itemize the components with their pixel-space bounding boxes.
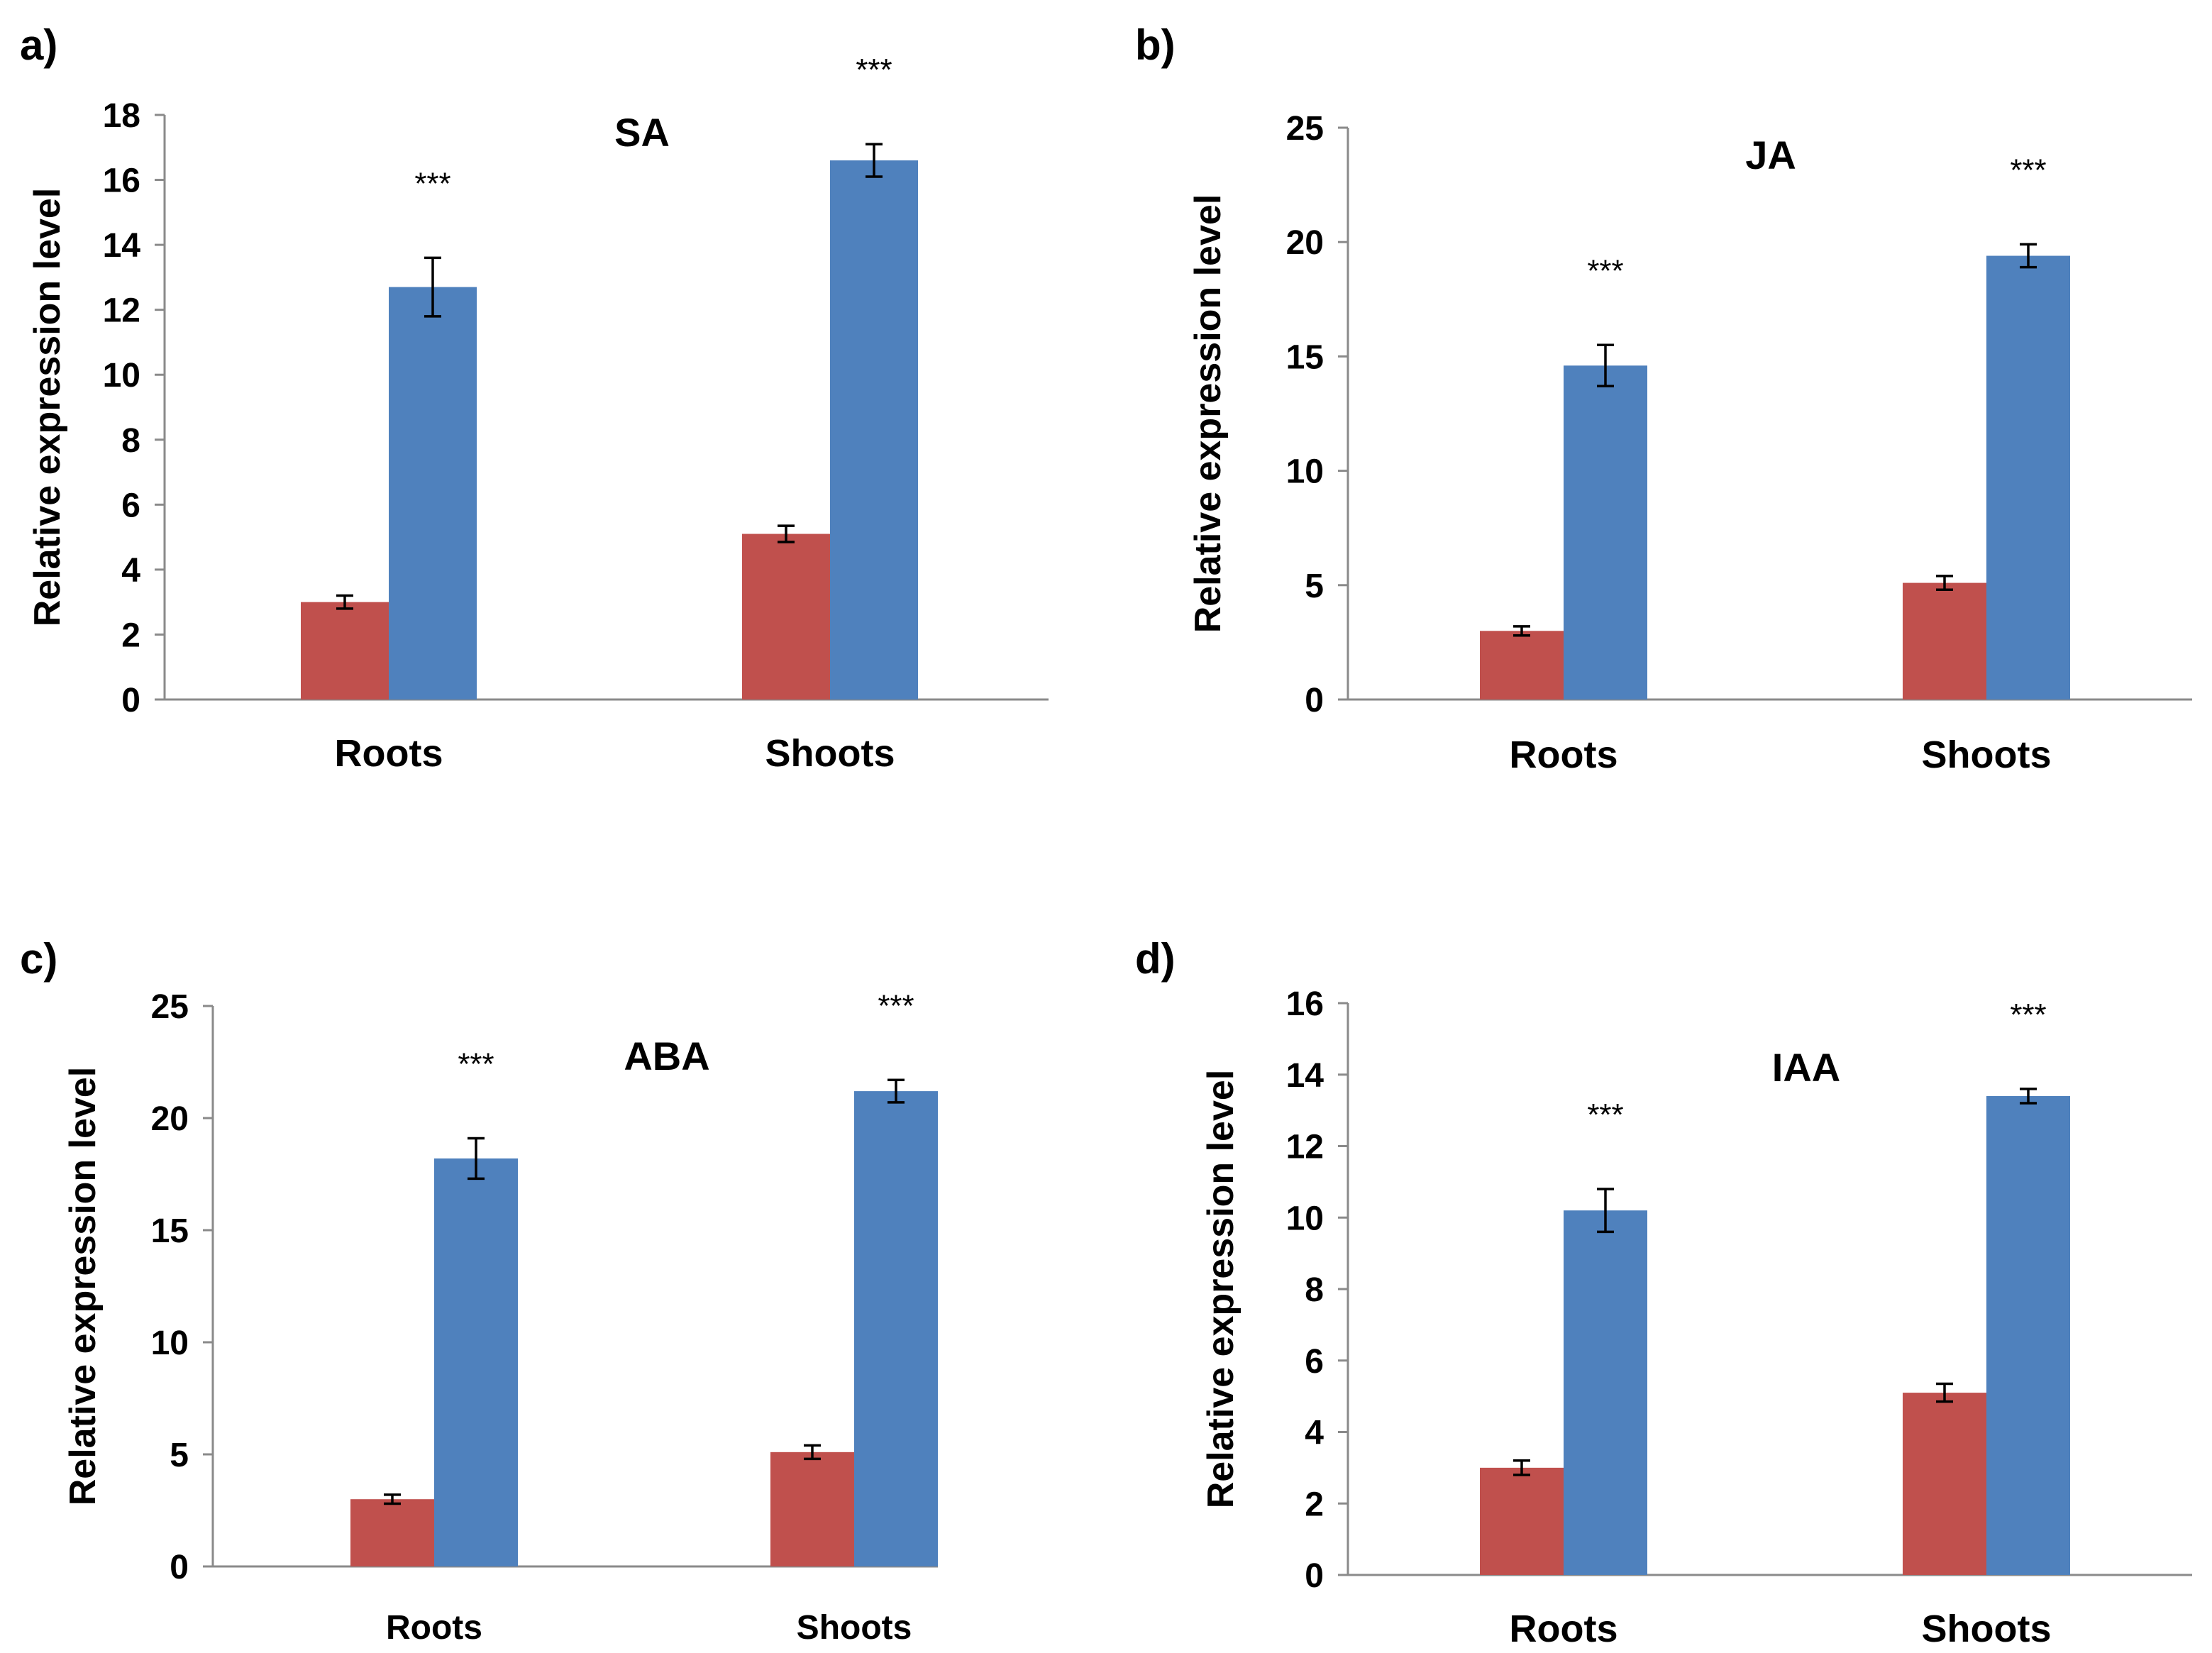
y-tick-label: 14 xyxy=(103,227,141,265)
bar-roots-series2 xyxy=(389,287,477,700)
chart-panel-4: d) IAA Relative expression level 0 2 4 6 8 10 12 1… xyxy=(1135,935,2192,1650)
significance-marker: *** xyxy=(1587,253,1623,288)
significance-marker: *** xyxy=(458,1046,494,1081)
y-tick-label: 15 xyxy=(151,1212,189,1250)
y-tick-label: 25 xyxy=(1286,110,1324,148)
y-tick-label: 20 xyxy=(1286,224,1324,262)
y-tick-label: 18 xyxy=(103,97,140,135)
bar-roots-series2 xyxy=(1564,1210,1647,1575)
error-bar xyxy=(468,1137,485,1181)
y-tick-label: 0 xyxy=(170,1549,189,1586)
error-bar xyxy=(1936,575,1953,591)
y-tick-label: 8 xyxy=(121,422,140,460)
y-tick-label: 12 xyxy=(103,292,140,330)
chart-panel-2: b) JA Relative expression level 0 5 10 15 20 25 *… xyxy=(1135,21,2192,776)
significance-marker: *** xyxy=(856,52,892,87)
x-tick-label-roots: Roots xyxy=(335,732,443,775)
y-tick-label: 0 xyxy=(121,682,140,719)
y-tick-label: 5 xyxy=(1305,568,1324,605)
bar-roots-series1 xyxy=(1480,1467,1564,1575)
significance-marker: *** xyxy=(878,988,914,1023)
error-bar xyxy=(2020,1088,2037,1105)
error-bar xyxy=(336,594,353,610)
error-bar xyxy=(1513,625,1530,637)
chart-title: JA xyxy=(1745,133,1796,177)
bar-shoots-series1 xyxy=(742,534,830,700)
bar-roots-series2 xyxy=(1564,365,1647,700)
bar-shoots-series2 xyxy=(1986,1095,2070,1575)
x-tick-label-roots: Roots xyxy=(1510,1608,1618,1650)
x-tick-label-roots: Roots xyxy=(1510,734,1618,776)
y-tick-label: 8 xyxy=(1305,1271,1324,1309)
error-bar xyxy=(778,524,795,543)
bar-roots-series2 xyxy=(434,1158,518,1566)
y-tick-label: 15 xyxy=(1286,338,1324,376)
y-axis-label: Relative expression level xyxy=(1200,1070,1242,1509)
error-bar xyxy=(804,1444,821,1461)
bar-shoots-series2 xyxy=(830,160,918,700)
error-bar xyxy=(866,143,883,178)
x-tick-label-roots: Roots xyxy=(386,1609,482,1647)
x-tick-label-shoots: Shoots xyxy=(1922,1608,2052,1650)
x-tick-label-shoots: Shoots xyxy=(765,732,895,775)
error-bar xyxy=(384,1493,401,1505)
chart-title: ABA xyxy=(624,1034,709,1078)
y-tick-label: 4 xyxy=(121,552,140,590)
y-tick-label: 2 xyxy=(121,617,140,654)
significance-marker: *** xyxy=(414,166,450,201)
panel-letter: d) xyxy=(1135,935,1176,983)
x-tick-label-shoots: Shoots xyxy=(1922,734,2052,776)
error-bar xyxy=(1936,1382,1953,1403)
error-bar xyxy=(1513,1459,1530,1476)
y-tick-label: 4 xyxy=(1305,1415,1324,1452)
chart-title: IAA xyxy=(1772,1045,1840,1090)
panel-letter: a) xyxy=(20,21,57,69)
bar-shoots-series1 xyxy=(1903,1393,1986,1575)
error-bar xyxy=(1597,343,1614,388)
y-tick-label: 16 xyxy=(1286,985,1324,1023)
y-tick-label: 14 xyxy=(1286,1057,1325,1095)
y-tick-label: 2 xyxy=(1305,1486,1324,1523)
error-bar xyxy=(887,1078,905,1104)
bar-shoots-series1 xyxy=(1903,582,1986,700)
panel-letter: c) xyxy=(20,935,57,983)
significance-marker: *** xyxy=(2010,153,2046,187)
y-tick-label: 10 xyxy=(1286,1200,1324,1237)
bar-shoots-series1 xyxy=(770,1452,854,1566)
error-bar xyxy=(2020,243,2037,269)
y-tick-label: 10 xyxy=(151,1325,189,1362)
bar-roots-series1 xyxy=(1480,631,1564,700)
bar-shoots-series2 xyxy=(1986,255,2070,700)
y-axis-label: Relative expression level xyxy=(62,1067,104,1506)
y-axis-label: Relative expression level xyxy=(27,188,68,627)
y-tick-label: 0 xyxy=(1305,682,1324,719)
chart-panel-1: a) SA Relative expression level 0 2 4 6 8 10 12 14… xyxy=(20,21,1049,775)
bar-roots-series1 xyxy=(350,1499,434,1566)
y-tick-label: 16 xyxy=(103,162,140,200)
y-tick-label: 10 xyxy=(1286,453,1324,491)
y-tick-label: 20 xyxy=(151,1100,189,1138)
y-axis-label: Relative expression level xyxy=(1188,194,1229,634)
y-tick-label: 12 xyxy=(1286,1129,1324,1166)
y-tick-label: 10 xyxy=(103,357,140,394)
error-bar xyxy=(1597,1188,1614,1234)
chart-title: SA xyxy=(614,110,670,155)
bar-roots-series1 xyxy=(301,602,389,700)
significance-marker: *** xyxy=(2010,997,2046,1032)
panel-letter: b) xyxy=(1135,21,1176,69)
y-tick-label: 6 xyxy=(1305,1343,1324,1381)
x-tick-label-shoots: Shoots xyxy=(797,1609,912,1647)
bar-shoots-series2 xyxy=(854,1091,938,1566)
y-tick-label: 25 xyxy=(151,988,189,1026)
y-tick-label: 0 xyxy=(1305,1557,1324,1595)
significance-marker: *** xyxy=(1587,1098,1623,1132)
y-tick-label: 5 xyxy=(170,1437,189,1474)
chart-panel-3: c) ABA Relative expression level 0 5 10 15 20 25… xyxy=(20,935,938,1647)
error-bar xyxy=(424,256,441,318)
y-tick-label: 6 xyxy=(121,487,140,524)
